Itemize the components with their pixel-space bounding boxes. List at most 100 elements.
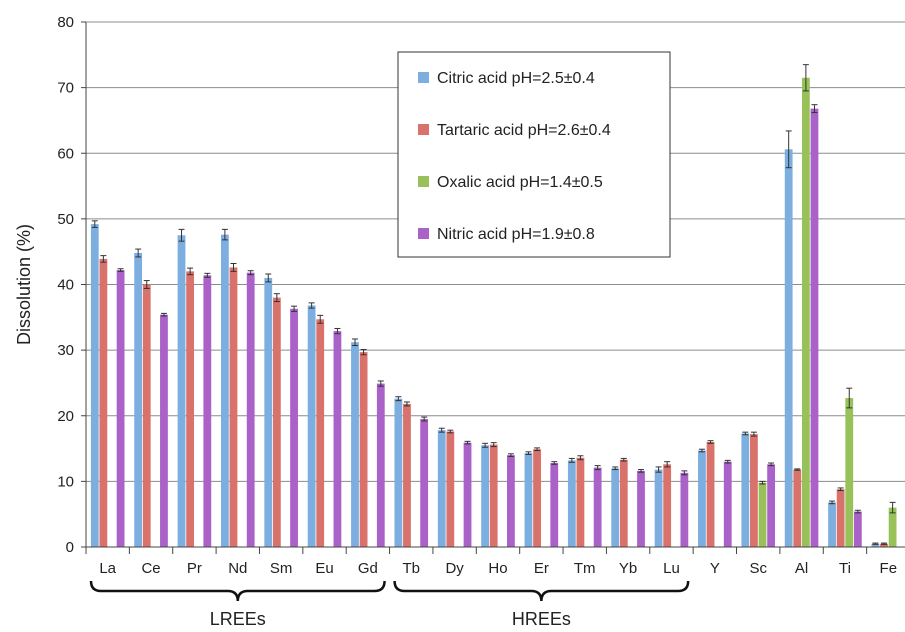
bar-Gd-series-1 bbox=[351, 342, 359, 547]
bars bbox=[90, 64, 897, 547]
category-label-Sm: Sm bbox=[270, 560, 293, 577]
bar-Ce-series-4 bbox=[160, 314, 168, 547]
bar-Tb-series-4 bbox=[420, 419, 429, 547]
category-label-Fe: Fe bbox=[880, 560, 898, 577]
y-tick-label: 60 bbox=[57, 145, 74, 162]
group-label-HREEs: HREEs bbox=[512, 609, 571, 629]
category-label-Y: Y bbox=[710, 560, 720, 577]
bar-Y-series-4 bbox=[723, 461, 732, 547]
category-label-Lu: Lu bbox=[663, 560, 680, 577]
category-label-Tm: Tm bbox=[574, 560, 596, 577]
category-labels: La Ce Pr Nd Sm Eu Gd Tb Dy Ho Er Tm Yb Lu Y Sc Al Ti Fe bbox=[99, 560, 897, 577]
bar-Tb-series-1 bbox=[394, 398, 403, 547]
bar-Er-series-2 bbox=[533, 449, 541, 547]
bar-Sm-series-1 bbox=[264, 277, 273, 547]
y-axis-ticks: 0 10 20 30 40 50 60 70 80 bbox=[57, 14, 86, 556]
bar-Sc-series-4 bbox=[767, 464, 776, 547]
y-tick-label: 30 bbox=[57, 342, 74, 359]
legend-swatch-4 bbox=[418, 228, 429, 239]
bar-Fe-series-1 bbox=[871, 543, 880, 547]
y-tick-label: 70 bbox=[57, 80, 74, 97]
bar-Tm-series-1 bbox=[567, 460, 576, 547]
bar-Sm-series-2 bbox=[272, 297, 281, 547]
bar-Ho-series-4 bbox=[507, 455, 515, 547]
bar-Dy-series-2 bbox=[446, 431, 455, 547]
bar-Al-series-1 bbox=[784, 149, 793, 547]
category-label-La: La bbox=[99, 560, 116, 577]
legend-label-1: Citric acid pH=2.5±0.4 bbox=[437, 70, 595, 87]
bar-Y-series-2 bbox=[706, 442, 715, 547]
bar-Ce-series-2 bbox=[142, 284, 151, 547]
bar-Tm-series-4 bbox=[593, 467, 602, 547]
bar-Eu-series-1 bbox=[307, 305, 316, 547]
category-label-Dy: Dy bbox=[445, 560, 464, 577]
bar-Al-series-4 bbox=[810, 108, 819, 547]
axes bbox=[85, 22, 905, 554]
legend-swatch-1 bbox=[418, 72, 429, 83]
bar-Eu-series-4 bbox=[333, 331, 342, 547]
legend-box bbox=[397, 51, 671, 258]
bar-Al-series-3 bbox=[801, 77, 810, 547]
bar-Sc-series-1 bbox=[741, 433, 750, 547]
bar-Yb-series-1 bbox=[611, 468, 620, 547]
category-label-Er: Er bbox=[534, 560, 549, 577]
y-tick-label: 0 bbox=[66, 539, 74, 556]
category-label-Tb: Tb bbox=[403, 560, 421, 577]
bar-Er-series-4 bbox=[550, 463, 559, 547]
category-label-Sc: Sc bbox=[749, 560, 767, 577]
bar-Nd-series-1 bbox=[220, 234, 229, 547]
bar-Fe-series-2 bbox=[880, 543, 888, 547]
bar-Ho-series-1 bbox=[481, 445, 489, 547]
y-tick-label: 40 bbox=[57, 277, 74, 294]
bar-Sc-series-3 bbox=[758, 482, 767, 547]
y-axis-label: Dissolution (%) bbox=[14, 224, 34, 345]
bar-Ti-series-4 bbox=[853, 511, 862, 547]
category-label-Ho: Ho bbox=[488, 560, 507, 577]
bar-Yb-series-2 bbox=[619, 459, 628, 547]
bar-Er-series-1 bbox=[524, 453, 533, 547]
category-label-Pr: Pr bbox=[187, 560, 202, 577]
bar-Sc-series-2 bbox=[750, 434, 758, 547]
bar-Pr-series-1 bbox=[177, 235, 186, 547]
bar-Pr-series-4 bbox=[203, 275, 212, 547]
bar-Tm-series-2 bbox=[576, 457, 585, 547]
group-braces: LREEs HREEs bbox=[89, 580, 690, 629]
y-tick-label: 50 bbox=[57, 211, 74, 228]
bar-Ti-series-2 bbox=[836, 489, 845, 547]
bar-Dy-series-4 bbox=[463, 442, 472, 547]
bar-Al-series-2 bbox=[793, 469, 802, 547]
category-label-Eu: Eu bbox=[315, 560, 333, 577]
group-brace-LREEs bbox=[89, 580, 386, 602]
bar-Ti-series-1 bbox=[828, 502, 836, 547]
bar-Pr-series-2 bbox=[186, 271, 195, 547]
bar-Gd-series-4 bbox=[376, 383, 385, 547]
bar-Lu-series-2 bbox=[663, 464, 672, 547]
bar-Ho-series-2 bbox=[489, 444, 498, 547]
legend-swatch-3 bbox=[418, 176, 429, 187]
category-label-Al: Al bbox=[795, 560, 808, 577]
category-label-Yb: Yb bbox=[619, 560, 637, 577]
legend-label-2: Tartaric acid pH=2.6±0.4 bbox=[437, 122, 611, 139]
bar-Y-series-1 bbox=[698, 450, 706, 547]
bar-Nd-series-2 bbox=[229, 267, 238, 547]
group-brace-HREEs bbox=[393, 580, 690, 602]
category-label-Gd: Gd bbox=[358, 560, 378, 577]
bar-Lu-series-4 bbox=[680, 472, 689, 547]
legend-swatch-2 bbox=[418, 124, 429, 135]
category-label-Ti: Ti bbox=[839, 560, 851, 577]
bar-Tb-series-2 bbox=[403, 403, 411, 547]
bar-Ce-series-1 bbox=[134, 253, 143, 547]
bar-La-series-4 bbox=[116, 270, 125, 547]
category-label-Nd: Nd bbox=[228, 560, 247, 577]
bar-Eu-series-2 bbox=[316, 319, 325, 547]
y-tick-label: 20 bbox=[57, 408, 74, 425]
bar-Dy-series-1 bbox=[437, 430, 446, 547]
bar-Lu-series-1 bbox=[654, 469, 663, 547]
bar-La-series-1 bbox=[90, 224, 99, 547]
y-tick-label: 10 bbox=[57, 473, 74, 490]
group-label-LREEs: LREEs bbox=[210, 609, 266, 629]
bar-Yb-series-4 bbox=[637, 470, 645, 547]
bar-La-series-2 bbox=[99, 258, 108, 547]
legend: Citric acid pH=2.5±0.4 Tartaric acid pH=2… bbox=[397, 51, 671, 258]
